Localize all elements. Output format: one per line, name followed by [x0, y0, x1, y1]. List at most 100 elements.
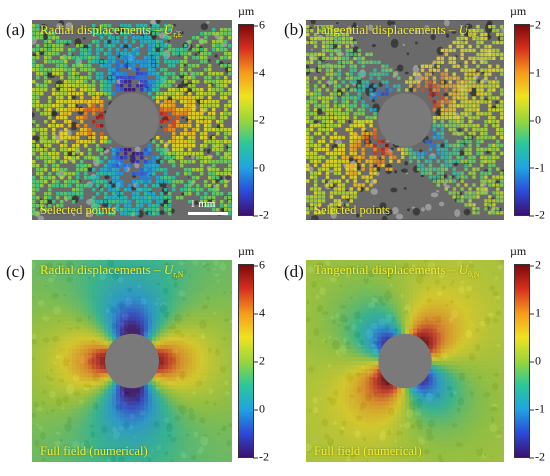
field-cell [88, 429, 93, 435]
field-cell [60, 437, 65, 443]
field-cell [180, 433, 185, 439]
field-cell [196, 401, 201, 406]
field-cell [164, 433, 169, 439]
measured-point [329, 116, 334, 120]
measured-point [468, 116, 472, 120]
measured-point [96, 28, 100, 32]
measured-point [381, 92, 385, 96]
field-cell [160, 320, 165, 325]
measured-point [132, 28, 136, 32]
field-cell [92, 328, 97, 334]
field-cell [208, 332, 213, 338]
measured-point [200, 172, 204, 176]
field-cell [208, 429, 213, 435]
field-cell [56, 457, 61, 462]
field-cell [212, 320, 217, 325]
measured-point [48, 96, 52, 100]
field-cell [140, 320, 145, 325]
measured-point [492, 120, 496, 124]
measured-point [212, 40, 216, 44]
measured-point [72, 136, 76, 140]
field-cell [160, 381, 165, 386]
measured-point [381, 159, 385, 163]
field-cell [216, 332, 221, 338]
measured-point [341, 32, 346, 37]
field-cell [188, 352, 193, 358]
measured-point [108, 172, 112, 176]
field-cell [52, 300, 57, 305]
field-cell [52, 304, 57, 309]
field-cell [168, 348, 173, 354]
measured-point [36, 48, 40, 52]
measured-point [180, 180, 184, 184]
field-cell [84, 320, 89, 325]
field-cell [64, 292, 69, 297]
field-cell [160, 385, 165, 390]
measured-point [92, 168, 96, 172]
field-cell [184, 397, 189, 402]
field-cell [84, 292, 89, 297]
field-cell [60, 441, 65, 447]
field-cell [108, 401, 113, 406]
field-cell [140, 308, 145, 313]
measured-point [208, 120, 212, 124]
measured-point [156, 28, 160, 32]
field-cell [212, 417, 217, 422]
field-cell [88, 405, 93, 410]
measured-point [321, 28, 326, 33]
measured-point [228, 56, 232, 60]
field-cell [184, 381, 189, 386]
measured-point [156, 92, 160, 96]
field-cell [96, 437, 101, 443]
field-cell [212, 421, 217, 426]
colorbar-tick-mark [253, 167, 258, 169]
field-cell [88, 457, 93, 462]
field-cell [36, 429, 41, 435]
measured-point [321, 36, 326, 41]
field-cell [88, 348, 93, 354]
measured-point [337, 64, 342, 68]
measured-point [68, 96, 72, 100]
field-cell [32, 292, 37, 297]
measured-point [464, 88, 468, 92]
field-cell [76, 300, 81, 305]
measured-point [48, 204, 52, 208]
measured-point [228, 140, 232, 144]
field-cell [36, 320, 41, 325]
field-cell [92, 393, 97, 398]
measured-point [48, 116, 52, 120]
measured-point [389, 68, 393, 72]
measured-point [172, 148, 176, 152]
field-cell [176, 417, 181, 422]
measured-point [377, 76, 381, 80]
field-cell [60, 276, 65, 281]
field-cell [164, 421, 169, 426]
measured-point [140, 84, 144, 88]
field-cell [68, 260, 73, 265]
field-cell [32, 377, 37, 382]
field-cell [188, 280, 193, 285]
field-cell [68, 401, 73, 406]
measured-point [164, 188, 168, 192]
measured-point [212, 72, 216, 76]
field-cell [156, 449, 161, 455]
measured-point [365, 60, 369, 64]
measured-point [164, 176, 168, 180]
field-cell [80, 433, 85, 439]
field-cell [192, 284, 197, 289]
field-cell [108, 377, 113, 382]
field-cell [136, 280, 141, 285]
measured-point [216, 120, 220, 124]
measured-point [216, 144, 220, 148]
field-cell [36, 344, 41, 350]
measured-point [60, 68, 64, 72]
field-cell [80, 369, 85, 374]
measured-point [112, 92, 116, 96]
measured-point [200, 72, 204, 76]
measured-point [325, 48, 330, 53]
measured-point [36, 76, 40, 80]
measured-point [168, 116, 172, 120]
measured-point [444, 147, 448, 152]
measured-point [313, 100, 318, 104]
measured-point [36, 52, 40, 56]
